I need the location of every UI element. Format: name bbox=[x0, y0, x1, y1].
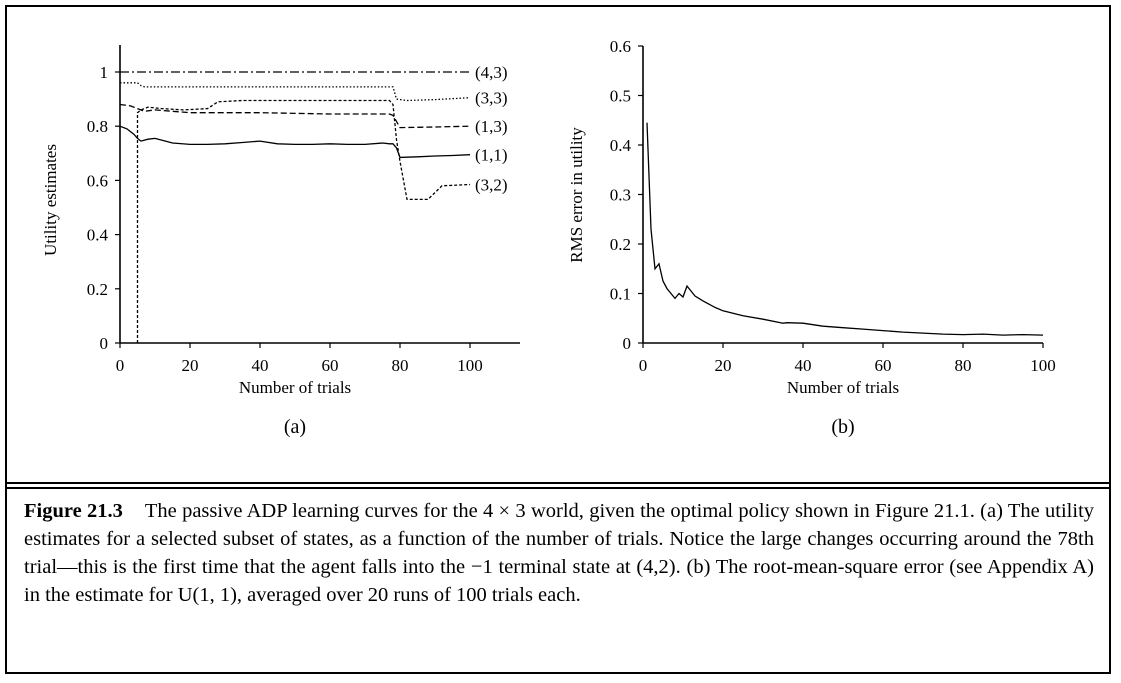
y-tick-label: 0 bbox=[623, 334, 632, 353]
y-tick-label: 0.2 bbox=[87, 280, 108, 299]
caption-line-5: error (see Appendix A) in the estimate f… bbox=[24, 556, 1094, 606]
y-tick-label: 0.1 bbox=[610, 285, 631, 304]
series-label: (1,1) bbox=[475, 146, 508, 165]
panel-label: (a) bbox=[284, 416, 306, 438]
series-line-s32 bbox=[136, 99, 471, 343]
series-label: (4,3) bbox=[475, 63, 508, 82]
series-line-s13 bbox=[119, 103, 471, 129]
series-label: (3,3) bbox=[475, 89, 508, 108]
series-label: (1,3) bbox=[475, 117, 508, 136]
figure-caption: Figure 21.3 The passive ADP learning curv… bbox=[24, 497, 1094, 609]
x-tick-label: 60 bbox=[875, 356, 892, 375]
x-tick-label: 100 bbox=[1030, 356, 1056, 375]
caption-line-1: The passive ADP learning curves for the … bbox=[144, 500, 790, 522]
x-axis-label: Number of trials bbox=[239, 378, 351, 397]
panel-label: (b) bbox=[831, 416, 854, 438]
x-tick-label: 0 bbox=[116, 356, 125, 375]
y-tick-label: 0.4 bbox=[87, 226, 109, 245]
series-line-s11 bbox=[119, 125, 471, 159]
y-tick-label: 0.2 bbox=[610, 235, 631, 254]
caption-divider-bottom bbox=[7, 487, 1109, 489]
y-axis-label: RMS error in utility bbox=[567, 127, 586, 263]
x-tick-label: 80 bbox=[392, 356, 409, 375]
y-tick-label: 0.6 bbox=[87, 171, 108, 190]
chart-panel-b: 0 0.1 0.2 0.3 0.4 0.5 0.6 0 20 40 60 80 100 Number of… bbox=[567, 37, 1056, 438]
x-tick-label: 0 bbox=[639, 356, 648, 375]
y-tick-label: 0.6 bbox=[610, 37, 631, 56]
x-axis-label: Number of trials bbox=[787, 378, 899, 397]
x-tick-label: 80 bbox=[955, 356, 972, 375]
caption-line-3: of the number of trials. Notice the larg… bbox=[24, 528, 1094, 578]
y-tick-label: 1 bbox=[100, 63, 109, 82]
figure-label: Figure 21.3 bbox=[24, 500, 123, 522]
series-line-0 bbox=[646, 122, 1044, 336]
y-tick-label: 0.4 bbox=[610, 136, 632, 155]
y-tick-label: 0.3 bbox=[610, 186, 631, 205]
x-tick-label: 20 bbox=[715, 356, 732, 375]
x-tick-label: 20 bbox=[182, 356, 199, 375]
y-tick-label: 0.8 bbox=[87, 117, 108, 136]
x-tick-label: 60 bbox=[322, 356, 339, 375]
x-tick-label: 40 bbox=[795, 356, 812, 375]
x-tick-label: 100 bbox=[457, 356, 483, 375]
y-axis-label: Utility estimates bbox=[41, 144, 60, 256]
caption-divider-top bbox=[7, 482, 1109, 484]
caption-line-2: shown in Figure 21.1. (a) The utility es… bbox=[24, 500, 1095, 550]
chart-panel-a: 0 0.2 0.4 0.6 0.8 1 0 20 40 60 80 100 Number of tria… bbox=[41, 45, 520, 438]
figure-frame bbox=[5, 5, 1111, 674]
x-tick-label: 40 bbox=[252, 356, 269, 375]
y-tick-label: 0 bbox=[100, 334, 109, 353]
caption-line-4: first time that the agent falls into the… bbox=[163, 556, 898, 578]
series-line-s33 bbox=[120, 82, 471, 102]
series-label: (3,2) bbox=[475, 175, 508, 194]
y-tick-label: 0.5 bbox=[610, 87, 631, 106]
